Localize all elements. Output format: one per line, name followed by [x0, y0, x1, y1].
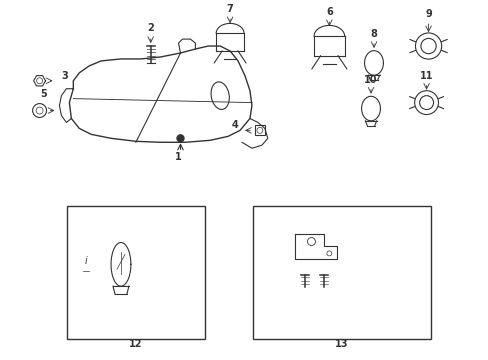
Text: 4: 4: [231, 120, 238, 130]
Bar: [254, 125, 264, 135]
Text: 10: 10: [364, 75, 377, 85]
Text: 13: 13: [334, 339, 347, 349]
Text: 11: 11: [419, 71, 432, 81]
Text: 8: 8: [370, 29, 377, 39]
Text: 2: 2: [147, 23, 154, 33]
Text: 12: 12: [129, 339, 142, 349]
Text: 9: 9: [425, 9, 431, 19]
Text: 3: 3: [61, 71, 68, 81]
Circle shape: [177, 135, 183, 142]
Text: 5: 5: [40, 89, 47, 99]
Text: i: i: [85, 256, 87, 266]
Text: 1: 1: [175, 152, 182, 162]
Text: 6: 6: [325, 7, 332, 17]
Text: 7: 7: [226, 4, 233, 14]
